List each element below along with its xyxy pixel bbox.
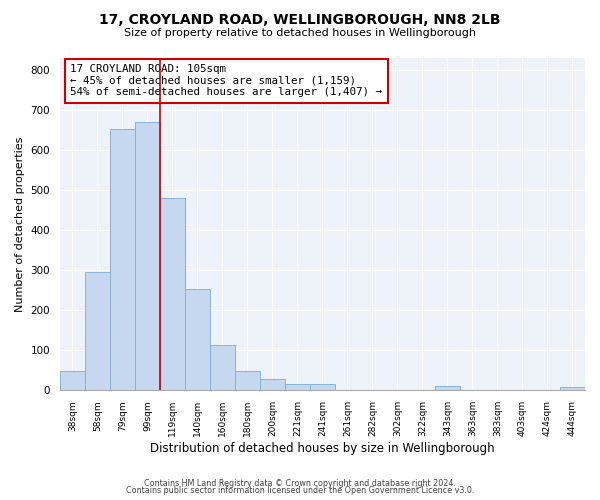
X-axis label: Distribution of detached houses by size in Wellingborough: Distribution of detached houses by size … xyxy=(150,442,495,455)
Bar xyxy=(60,371,85,390)
Bar xyxy=(310,384,335,390)
Text: Contains public sector information licensed under the Open Government Licence v3: Contains public sector information licen… xyxy=(126,486,474,495)
Y-axis label: Number of detached properties: Number of detached properties xyxy=(15,136,25,312)
Bar xyxy=(110,129,135,390)
Text: Contains HM Land Registry data © Crown copyright and database right 2024.: Contains HM Land Registry data © Crown c… xyxy=(144,478,456,488)
Bar xyxy=(185,289,210,390)
Bar xyxy=(560,387,585,390)
Bar xyxy=(85,272,110,390)
Text: 17 CROYLAND ROAD: 105sqm
← 45% of detached houses are smaller (1,159)
54% of sem: 17 CROYLAND ROAD: 105sqm ← 45% of detach… xyxy=(70,64,382,98)
Bar xyxy=(135,122,160,390)
Bar xyxy=(260,379,285,390)
Text: Size of property relative to detached houses in Wellingborough: Size of property relative to detached ho… xyxy=(124,28,476,38)
Bar xyxy=(160,198,185,390)
Bar xyxy=(210,345,235,391)
Bar xyxy=(235,371,260,390)
Text: 17, CROYLAND ROAD, WELLINGBOROUGH, NN8 2LB: 17, CROYLAND ROAD, WELLINGBOROUGH, NN8 2… xyxy=(99,12,501,26)
Bar xyxy=(435,386,460,390)
Bar xyxy=(285,384,310,390)
